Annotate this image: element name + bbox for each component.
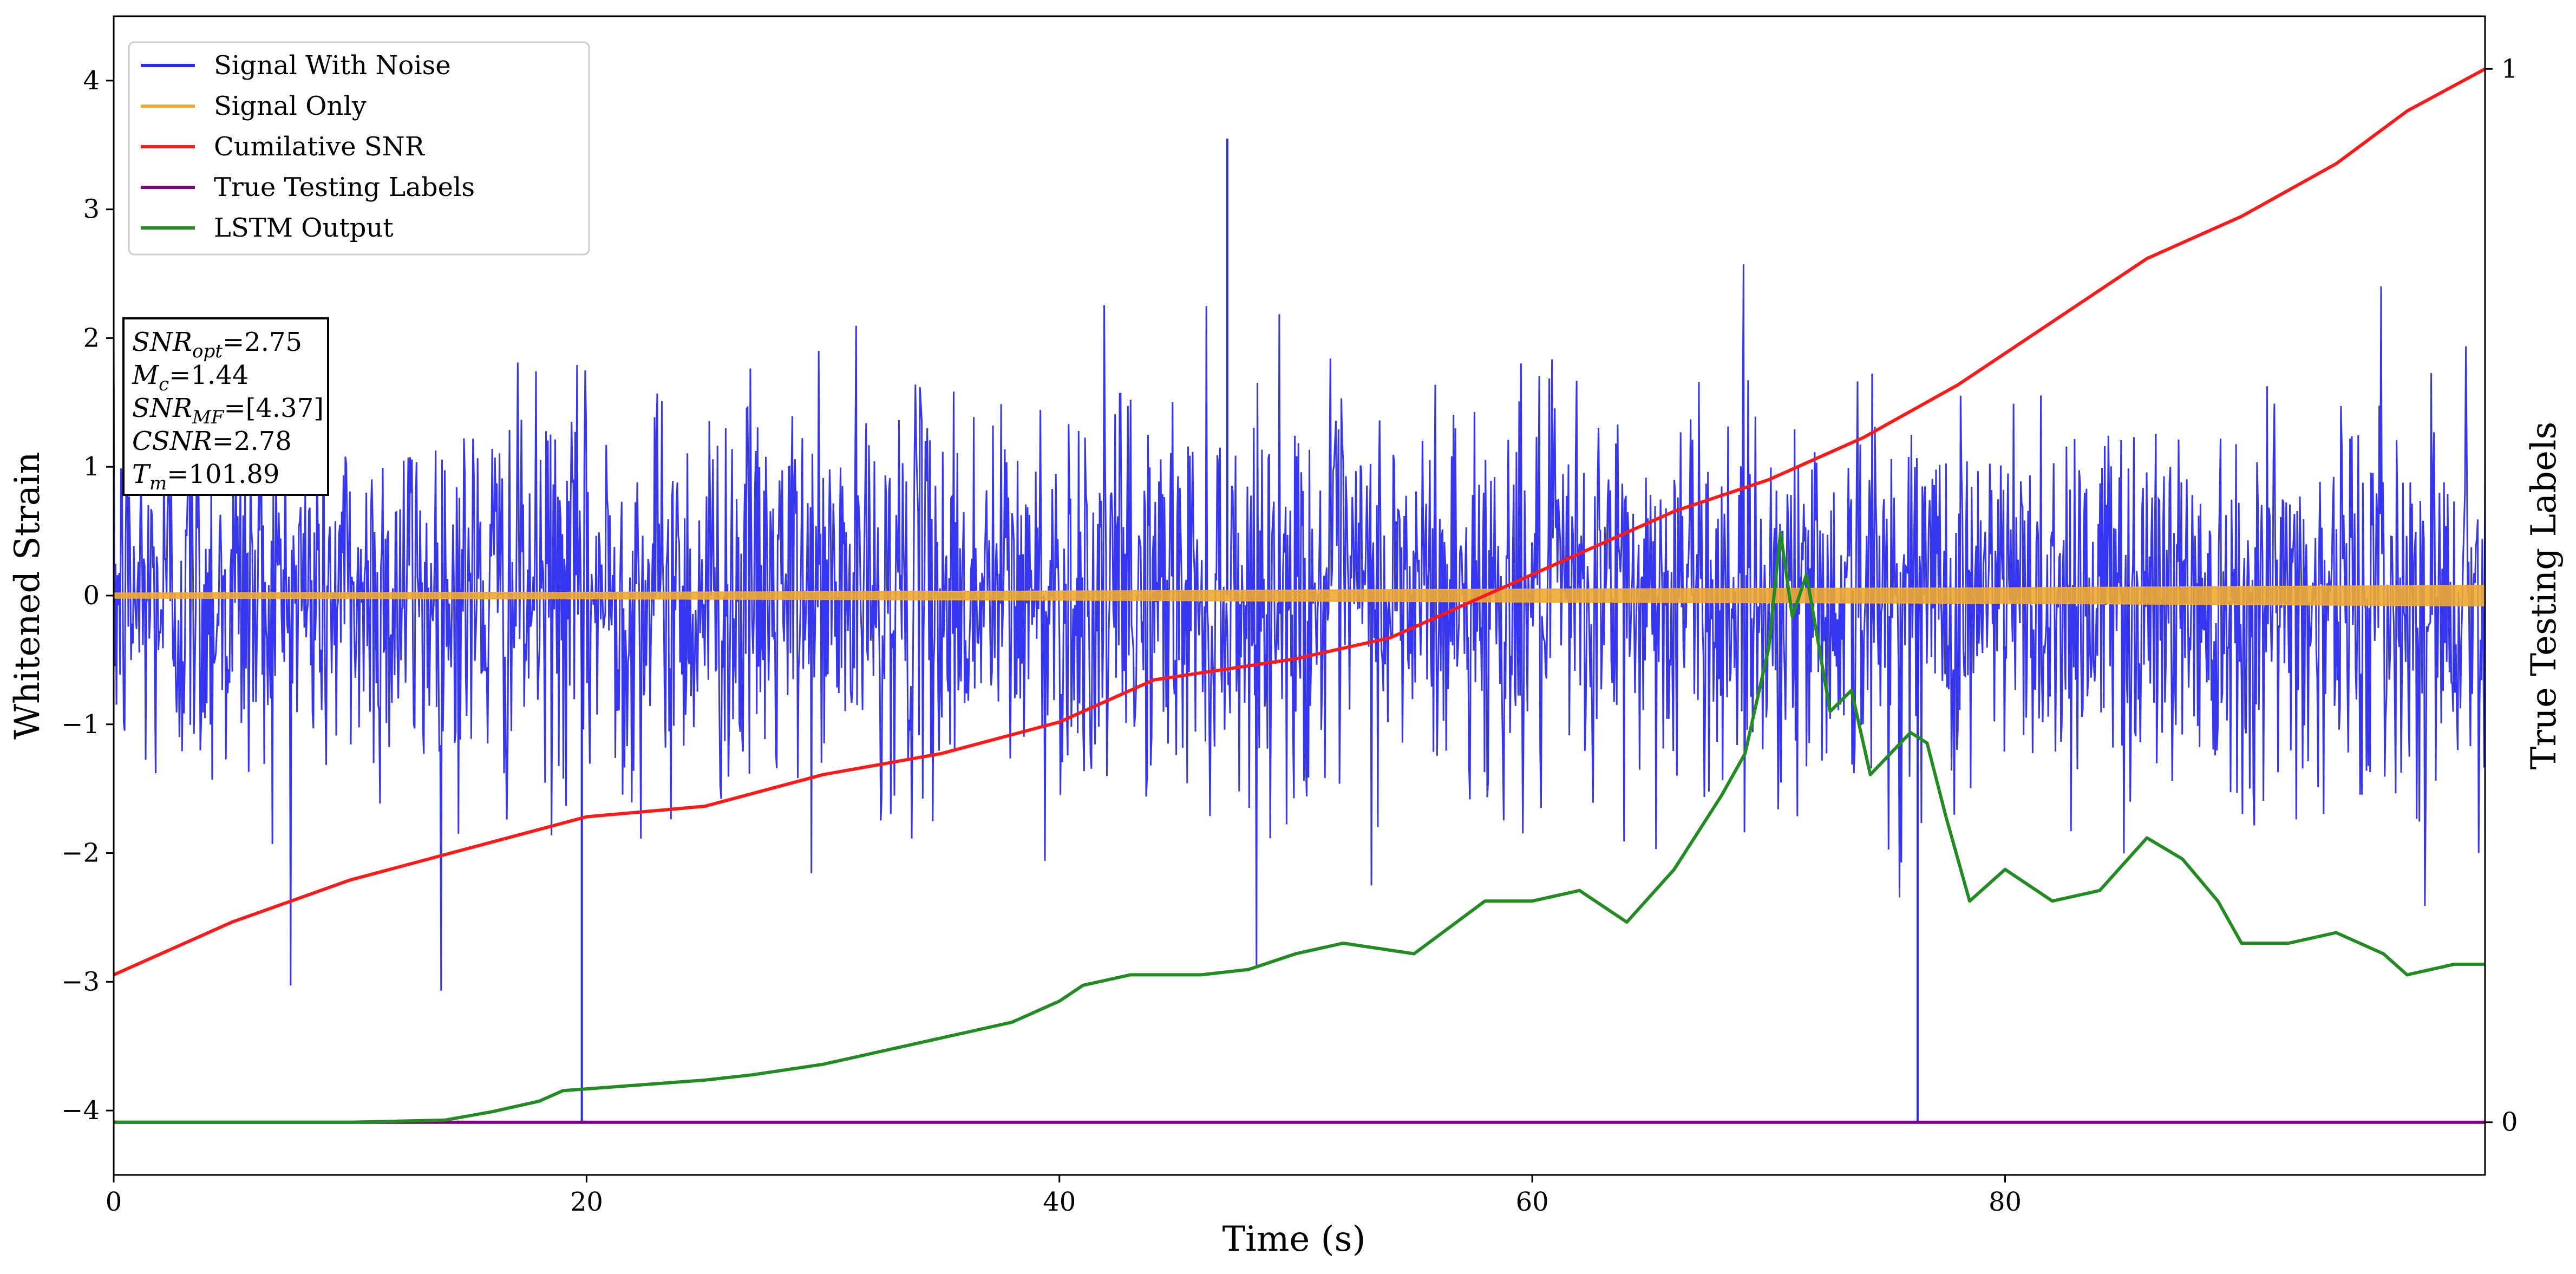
series-signal-with-noise: [114, 264, 2485, 991]
y-tick-label: −4: [61, 1095, 100, 1126]
legend-label: True Testing Labels: [214, 172, 475, 202]
x-tick-label: 40: [1043, 1187, 1076, 1217]
annotation-line: SNRopt=2.75: [132, 327, 302, 362]
y-tick-label: 1: [83, 452, 100, 482]
y-tick-label: −1: [61, 709, 100, 740]
y2-tick-label: 0: [2501, 1107, 2518, 1138]
x-tick-label: 20: [570, 1187, 603, 1217]
series-cumilative-snr: [114, 67, 2485, 977]
x-tick-label: 0: [106, 1187, 122, 1217]
y-tick-label: 4: [83, 66, 100, 96]
legend-label: Cumilative SNR: [214, 132, 426, 162]
legend-label: Signal With Noise: [214, 50, 451, 81]
legend-label: Signal Only: [214, 91, 367, 121]
y-tick-label: 3: [83, 194, 100, 225]
legend-frame: [128, 41, 590, 256]
y2-tick-label: 1: [2501, 54, 2518, 84]
y-tick-label: 0: [83, 580, 100, 611]
annotation-line: Mc=1.44: [132, 360, 249, 395]
annotation-line: Tm=101.89: [132, 459, 279, 494]
x-tick-label: 80: [1989, 1187, 2022, 1217]
y-axis-title: Whitened Strain: [8, 452, 48, 739]
y-tick-label: −3: [61, 966, 100, 997]
annotation-line: SNRMF=[4.37]: [132, 393, 324, 428]
x-axis-title: Time (s): [1222, 1219, 1366, 1259]
y-tick-label: −2: [61, 838, 100, 868]
annotation-box: SNRopt=2.75Mc=1.44SNRMF=[4.37]CSNR=2.78T…: [122, 317, 329, 496]
legend: Signal With Noise Signal Only Cumilative S…: [128, 41, 590, 256]
x-tick-label: 60: [1516, 1187, 1549, 1217]
y-tick-label: 2: [83, 323, 100, 353]
legend-label: LSTM Output: [214, 213, 394, 243]
annotation-line: CSNR=2.78: [132, 426, 292, 456]
series-signal-only: [114, 584, 2485, 607]
annotation-frame: [122, 317, 329, 496]
series-lstm-output: [114, 531, 2485, 1124]
y2-axis-title: True Testing Labels: [2524, 422, 2564, 770]
